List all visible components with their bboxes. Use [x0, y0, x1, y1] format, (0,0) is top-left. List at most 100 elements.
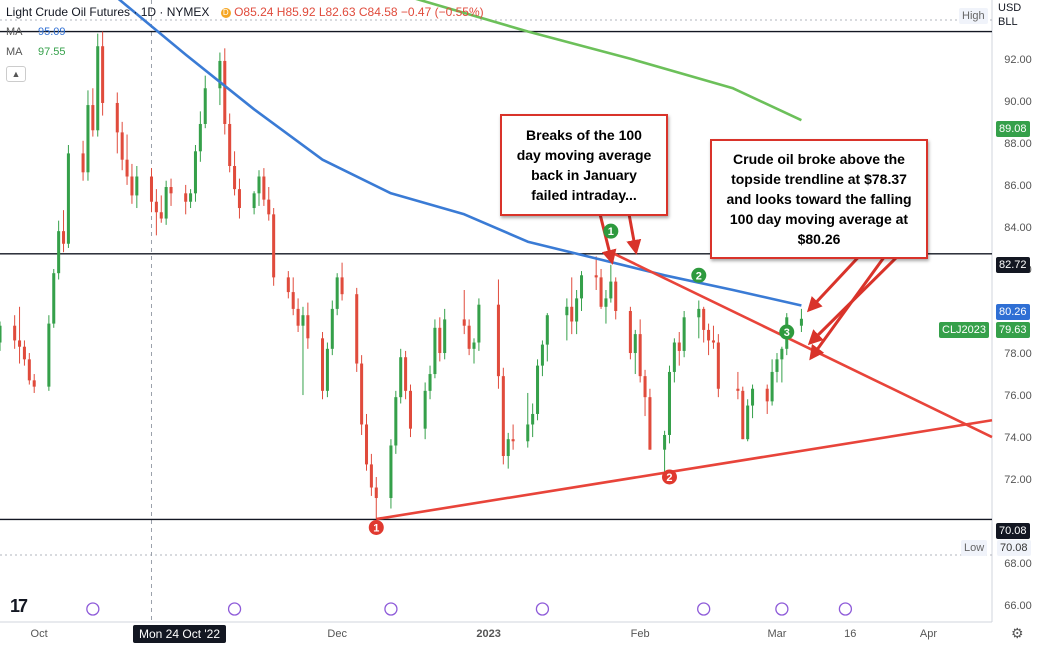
support-price-badge: 70.08	[996, 523, 1030, 539]
candle-body	[775, 359, 779, 372]
candle-body	[96, 46, 100, 131]
candle-body	[702, 308, 706, 330]
candle-body	[399, 357, 403, 398]
event-icon	[227, 602, 242, 616]
trendline	[610, 250, 993, 439]
callout-left-line: failed intraday...	[531, 187, 637, 203]
candle-body	[477, 304, 481, 343]
candle-body	[751, 388, 755, 406]
event-icon	[697, 602, 711, 616]
x-tick-label: Feb	[631, 628, 650, 640]
candle-body	[672, 342, 676, 372]
x-tick-label: Mar	[768, 628, 787, 640]
candle-body	[22, 346, 26, 360]
candle-body	[296, 308, 300, 326]
symbol-title[interactable]: Light Crude Oil Futures · 1D · NYMEX	[6, 5, 210, 19]
y-tick-label: 88.00	[1004, 138, 1032, 150]
candle-body	[609, 281, 613, 299]
candle-body	[697, 308, 701, 318]
candle-body	[389, 445, 393, 499]
annotation-arrow	[809, 248, 892, 361]
markers-layer: 1 2 3 1 2	[368, 223, 795, 535]
candle-body	[321, 338, 325, 391]
candle-body	[237, 189, 241, 209]
candle-body	[18, 340, 22, 347]
candle-body	[47, 323, 51, 387]
candle-body	[374, 487, 378, 499]
candle-body	[13, 325, 17, 341]
ohlc-values: O85.24 H85.92 L82.63 C84.58 −0.47 (−0.55…	[234, 5, 484, 19]
candle-body	[0, 325, 2, 343]
candle-body	[267, 199, 271, 215]
red-marker	[661, 469, 677, 485]
crosshair-date-label: Mon 24 Oct '22	[133, 625, 226, 643]
trendlines-layer	[376, 250, 993, 521]
candle-body	[496, 304, 500, 377]
chevron-up-icon: ▲	[11, 69, 21, 79]
candle-body	[472, 342, 476, 349]
candle-body	[135, 176, 139, 196]
ma-value: 97.55	[38, 46, 66, 58]
event-icon	[384, 602, 398, 616]
x-tick-label: 2023	[476, 628, 500, 640]
candle-body	[286, 277, 290, 293]
settings-gear-icon[interactable]: ⚙	[1011, 625, 1024, 641]
candle-body	[355, 294, 359, 364]
candle-body	[408, 390, 412, 429]
candle-body	[443, 319, 447, 354]
candle-body	[501, 376, 505, 456]
ma-legend-row-1[interactable]: MA 95.09	[6, 22, 484, 42]
ma200-line	[415, 0, 802, 122]
unit-label[interactable]: BLL	[998, 16, 1018, 28]
y-tick-label: 76.00	[1004, 390, 1032, 402]
y-tick-label: 66.00	[1004, 600, 1032, 612]
event-icon	[86, 602, 100, 616]
collapse-legend-button[interactable]: ▲	[6, 66, 26, 82]
candle-body	[736, 388, 740, 391]
tradingview-logo-icon[interactable]: 17	[10, 596, 28, 616]
candle-body	[540, 344, 544, 366]
candle-body	[262, 176, 266, 200]
candle-body	[203, 88, 207, 124]
annotation-arrow	[598, 213, 617, 265]
candle-body	[682, 317, 686, 351]
currency-label[interactable]: USD	[998, 2, 1022, 14]
annotation-arrow	[806, 247, 868, 313]
red-marker-label: 1	[373, 522, 379, 534]
candle-body	[741, 390, 745, 440]
green-marker-label: 2	[696, 270, 702, 282]
callout-right-line: $80.26	[797, 231, 841, 247]
candle-body	[32, 380, 36, 387]
y-tick-label: 90.00	[1004, 96, 1032, 108]
trendline	[376, 418, 993, 521]
ma-legend-row-2[interactable]: MA 97.55	[6, 42, 484, 62]
candle-body	[648, 397, 652, 450]
legend-title-row: Light Crude Oil Futures · 1D · NYMEX D O…	[6, 2, 484, 22]
candle-body	[198, 123, 202, 152]
callout-left-line: back in January	[531, 167, 637, 183]
candle-body	[711, 340, 715, 343]
candle-body	[301, 315, 305, 326]
callout-right-line: and looks toward the falling	[726, 191, 912, 207]
candle-body	[364, 424, 369, 465]
candle-body	[575, 298, 579, 322]
ma-label: MA	[6, 26, 23, 38]
candle-body	[86, 105, 90, 173]
callout-right-line: Crude oil broke above the	[733, 151, 905, 167]
green-marker	[779, 324, 795, 340]
candle-body	[780, 348, 784, 360]
annotation-arrows-layer	[598, 213, 907, 361]
y-tick-label: 86.00	[1004, 180, 1032, 192]
candle-body	[599, 277, 603, 307]
event-icon	[775, 602, 789, 616]
candle-body	[770, 371, 774, 402]
x-tick-label: 16	[844, 628, 856, 640]
market-status-icon: D	[220, 7, 231, 18]
candle-body	[633, 334, 637, 354]
y-tick-label: 78.00	[1004, 348, 1032, 360]
candle-body	[369, 464, 373, 488]
candle-body	[233, 166, 237, 190]
candle-body	[511, 439, 515, 442]
y-tick-label: 72.00	[1004, 474, 1032, 486]
